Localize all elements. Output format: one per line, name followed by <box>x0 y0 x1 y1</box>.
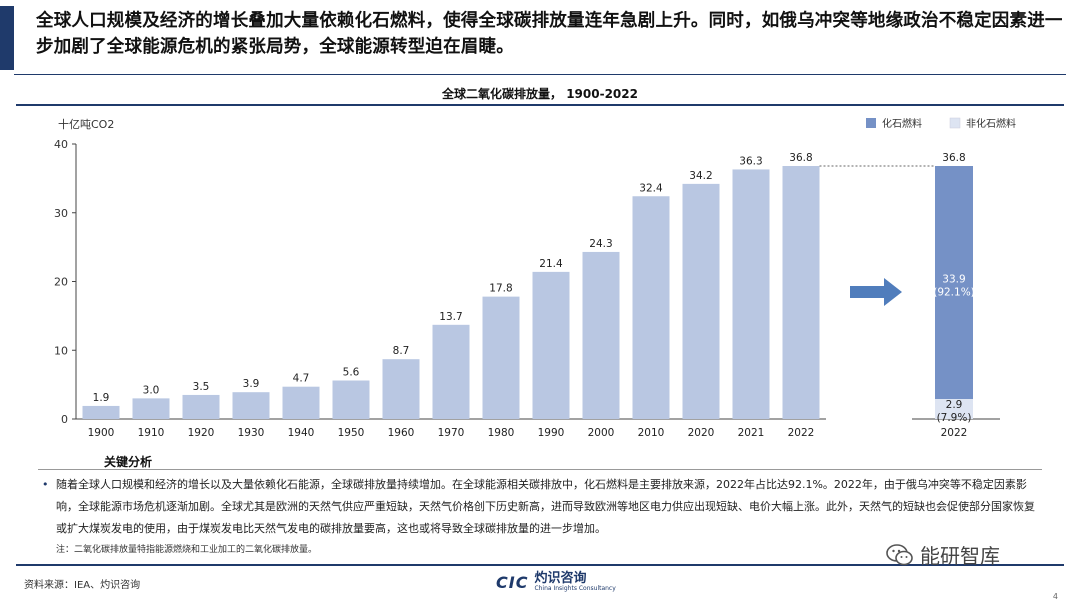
bar-value-label: 3.0 <box>143 384 160 396</box>
divider <box>14 74 1066 75</box>
y-tick-label: 30 <box>54 207 68 220</box>
y-tick-label: 40 <box>54 138 68 151</box>
bar-value-label: 1.9 <box>93 392 110 404</box>
logo-tagline: China Insights Consultancy <box>534 585 616 592</box>
nonfossil-share-label: (7.9%) <box>937 412 972 424</box>
bar-2022 <box>782 166 820 419</box>
bar-1940 <box>282 386 320 419</box>
arrow-icon <box>850 278 902 306</box>
bar-2020 <box>682 183 720 419</box>
bullet-icon: • <box>42 478 49 491</box>
x-tick-label: 1970 <box>438 427 465 439</box>
bar-value-label: 13.7 <box>439 311 462 323</box>
bar-value-label: 21.4 <box>539 258 563 270</box>
y-axis-label: 十亿吨CO2 <box>58 117 114 131</box>
bar-1900 <box>82 405 120 419</box>
bar-1990 <box>532 271 570 419</box>
chart-title: 全球二氧化碳排放量， 1900-2022 <box>442 87 638 101</box>
x-tick-label: 1930 <box>238 427 265 439</box>
y-tick-label: 0 <box>61 413 68 426</box>
bar-1950 <box>332 380 370 419</box>
x-tick-label: 1950 <box>338 427 365 439</box>
x-tick-label: 2021 <box>738 427 765 439</box>
x-tick-label: 1910 <box>138 427 165 439</box>
logo-mark: CIC <box>496 572 529 592</box>
bar-fossil-2022 <box>935 166 973 400</box>
bar-1970 <box>432 324 470 419</box>
breakdown-x-label: 2022 <box>941 427 968 439</box>
bar-1930 <box>232 392 270 419</box>
bar-2010 <box>632 196 670 419</box>
bar-value-label: 34.2 <box>689 170 712 182</box>
bar-value-label: 24.3 <box>589 238 612 250</box>
legend-swatch-nonfossil <box>949 117 961 129</box>
x-tick-label: 1990 <box>538 427 565 439</box>
x-tick-label: 1900 <box>88 427 115 439</box>
bar-2021 <box>732 169 770 419</box>
bar-value-label: 5.6 <box>343 367 360 379</box>
company-logo: CIC 灼识咨询 China Insights Consultancy <box>496 572 616 592</box>
bar-value-label: 8.7 <box>393 345 410 357</box>
bar-value-label: 32.4 <box>639 182 663 194</box>
wechat-icon <box>886 543 913 565</box>
y-tick-label: 10 <box>54 344 68 357</box>
x-tick-label: 1960 <box>388 427 415 439</box>
bar-value-label: 36.3 <box>739 155 762 167</box>
analysis-text: 随着全球人口规模和经济的增长以及大量依赖化石能源，全球碳排放量持续增加。在全球能… <box>56 478 1035 535</box>
fossil-share-label: (92.1%) <box>933 287 975 299</box>
wechat-name: 能研智库 <box>920 544 1000 568</box>
bar-1910 <box>132 398 170 419</box>
logo-name: 灼识咨询 <box>534 571 587 586</box>
divider <box>16 104 1064 106</box>
bar-1920 <box>182 394 220 419</box>
emissions-chart: 十亿吨CO2 0 10 20 30 40 1.9 1900 3.0 1910 3.5 1920 3.9 1… <box>54 117 1016 439</box>
footnote: 注：二氧化碳排放量特指能源燃烧和工业加工的二氧化碳排放量。 <box>56 545 318 555</box>
bar-value-label: 36.8 <box>789 152 812 164</box>
divider <box>38 469 1042 470</box>
legend-label-fossil: 化石燃料 <box>882 117 922 130</box>
y-tick-label: 20 <box>54 276 68 289</box>
bar-value-label: 3.5 <box>193 381 210 393</box>
bar-nonfossil-2022 <box>935 399 973 419</box>
legend-swatch-fossil <box>866 118 876 128</box>
bar-value-label: 4.7 <box>293 373 310 385</box>
bar-value-label: 17.8 <box>489 283 512 295</box>
bar-2000 <box>582 251 620 419</box>
page-number: 4 <box>1052 592 1058 601</box>
notes-heading: 关键分析 <box>104 455 153 469</box>
page-headline: 全球人口规模及经济的增长叠加大量依赖化石燃料，使得全球碳排放量连年急剧上升。同时… <box>36 11 1063 57</box>
wechat-account: 能研智库 <box>886 540 1000 569</box>
bar-value-label: 3.9 <box>243 378 260 390</box>
breakdown-total-label: 36.8 <box>942 152 965 164</box>
divider <box>16 564 1064 566</box>
bar-1960 <box>382 359 420 419</box>
accent-bar <box>0 6 14 70</box>
x-tick-label: 2020 <box>688 427 715 439</box>
bar-1980 <box>482 296 520 419</box>
legend-label-nonfossil: 非化石燃料 <box>966 117 1016 130</box>
x-tick-label: 1920 <box>188 427 215 439</box>
fossil-value-label: 33.9 <box>942 274 965 286</box>
source-note: 资料来源：IEA、灼识咨询 <box>24 580 141 591</box>
nonfossil-value-label: 2.9 <box>946 399 963 411</box>
x-tick-label: 1980 <box>488 427 515 439</box>
x-tick-label: 2010 <box>638 427 665 439</box>
x-tick-label: 1940 <box>288 427 315 439</box>
x-tick-label: 2000 <box>588 427 615 439</box>
x-tick-label: 2022 <box>788 427 815 439</box>
